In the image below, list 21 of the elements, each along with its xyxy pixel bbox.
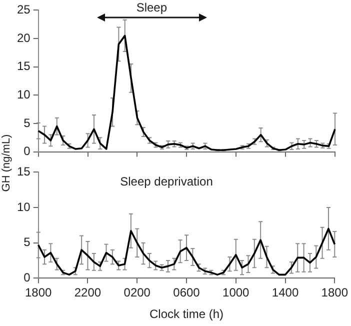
x-axis-title: Clock time (h) [149,307,224,322]
x-tick-label: 0600 [173,286,200,300]
x-tick-label: 1800 [321,286,348,300]
y-tick-label: 0 [24,144,31,158]
x-tick-label: 2200 [74,286,102,300]
x-tick-label: 1000 [222,286,250,300]
y-tick-label: 0 [24,270,31,285]
annotation: Sleep [136,0,168,15]
y-tick-label: 20 [16,30,31,45]
y-tick-label: 25 [16,2,31,17]
y-tick-label: 15 [16,164,31,179]
y-tick-label: 5 [24,235,31,250]
y-tick-label: 10 [16,87,31,102]
y-tick-label: 15 [16,59,31,74]
y-axis-title: GH (ng/mL) [1,134,13,192]
annotation: Sleep deprivation [120,174,213,189]
x-tick-label: 0200 [124,286,151,300]
y-tick-label: 10 [16,200,31,214]
x-tick-label: 1800 [24,286,52,300]
y-tick-label: 5 [24,116,31,130]
x-tick-label: 1400 [272,286,299,300]
